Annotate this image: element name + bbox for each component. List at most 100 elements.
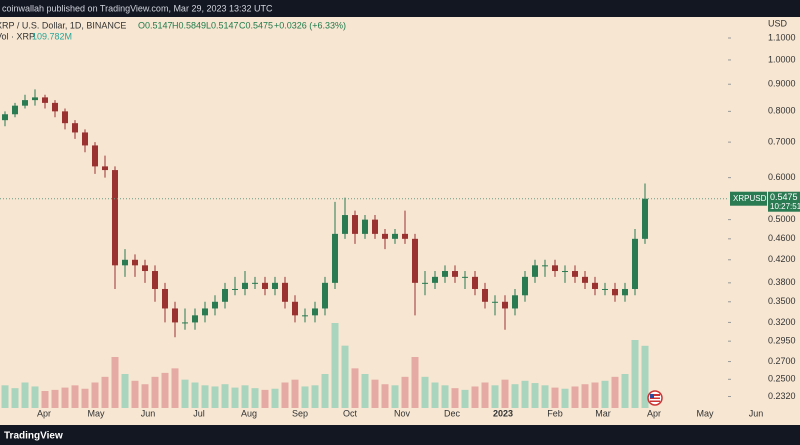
candle-body <box>242 282 248 289</box>
volume-bar <box>181 379 189 408</box>
candle-body <box>392 233 398 239</box>
volume-bar <box>21 382 29 408</box>
volume-bar <box>641 345 649 408</box>
candle-body <box>282 282 288 302</box>
volume-bar <box>371 379 379 408</box>
volume-bar <box>481 382 489 408</box>
candle-body <box>642 198 648 239</box>
candle-body <box>382 233 388 239</box>
volume-bar <box>131 380 139 408</box>
volume-bar <box>61 387 69 408</box>
volume-bar <box>221 384 229 408</box>
volume-bar <box>211 386 219 408</box>
volume-bar <box>241 385 249 408</box>
volume-bar <box>121 374 129 408</box>
candle-body <box>602 288 608 290</box>
candle-body <box>132 259 138 266</box>
candle-body <box>612 288 618 296</box>
volume-bar <box>511 384 519 408</box>
candle-body <box>82 132 88 146</box>
candle-body <box>262 282 268 289</box>
candle-body <box>312 308 318 316</box>
volume-value: 109.782M <box>32 31 72 41</box>
volume-bar <box>191 382 199 408</box>
volume-bar <box>291 379 299 408</box>
x-tick-label: May <box>87 408 105 418</box>
volume-bar <box>81 388 89 408</box>
last-price-tag <box>768 191 800 212</box>
candle-body <box>472 276 478 289</box>
x-tick-label: Nov <box>394 408 411 418</box>
candle-body <box>462 276 468 278</box>
candle-body <box>432 276 438 283</box>
x-tick-label: Dec <box>444 408 461 418</box>
candle-body <box>222 288 228 302</box>
candle-body <box>62 111 68 124</box>
candle-body <box>622 288 628 296</box>
y-unit: USD <box>768 18 788 28</box>
volume-bar <box>1 385 9 408</box>
x-tick-label: Mar <box>595 408 611 418</box>
candle-body <box>232 288 238 290</box>
volume-bar <box>391 385 399 408</box>
y-tick-label: 0.8000 <box>768 106 796 116</box>
symbol: XRP / U.S. Dollar, 1D, BINANCE <box>0 20 126 30</box>
volume-bar <box>151 376 159 408</box>
volume-bar <box>351 368 359 408</box>
volume-bar <box>271 388 279 408</box>
flag-icon <box>647 390 663 406</box>
ohlc-low: L0.5147 <box>206 20 239 30</box>
ticker: XRPUSD <box>733 194 767 203</box>
volume-bar <box>251 388 259 408</box>
y-tick-label: 0.9000 <box>768 79 796 89</box>
candle-body <box>632 238 638 289</box>
candle-body <box>512 295 518 309</box>
x-tick-label: 2023 <box>493 408 513 418</box>
y-tick-label: 0.4200 <box>768 254 796 264</box>
candle-body <box>72 123 78 133</box>
candle-body <box>542 265 548 267</box>
x-tick-label: Feb <box>547 408 563 418</box>
candle-body <box>572 271 578 277</box>
volume-bar <box>401 376 409 408</box>
volume-bar <box>31 386 39 408</box>
candle-body <box>362 219 368 234</box>
volume-bar <box>521 380 529 408</box>
volume-bar <box>301 386 309 408</box>
candle-body <box>372 219 378 234</box>
top-bar <box>0 0 800 17</box>
volume-bar <box>331 323 339 408</box>
volume-bar <box>471 386 479 408</box>
y-tick-label: 1.1000 <box>768 32 796 42</box>
volume-bar <box>491 385 499 408</box>
candle-body <box>562 271 568 273</box>
candle-body <box>552 265 558 272</box>
volume-name: Vol · XRP <box>0 31 35 41</box>
x-tick-label: Oct <box>343 408 358 418</box>
volume-bar <box>451 388 459 408</box>
candle-body <box>292 301 298 316</box>
volume-bar <box>411 357 419 408</box>
volume-bar <box>41 391 49 408</box>
candle-body <box>22 100 28 106</box>
volume-bar <box>161 372 169 408</box>
candle-body <box>342 215 348 234</box>
y-tick-label: 0.3200 <box>768 317 796 327</box>
candle-body <box>122 259 128 266</box>
candle-body <box>172 308 178 323</box>
candle-body <box>202 308 208 316</box>
candle-body <box>502 301 508 309</box>
candle-body <box>212 301 218 309</box>
volume-bar <box>341 345 349 408</box>
ohlc-open: O0.5147 <box>138 20 173 30</box>
y-tick-label: 0.2950 <box>768 336 796 346</box>
volume-bar <box>591 382 599 408</box>
candle-body <box>322 282 328 309</box>
volume-bar <box>421 376 429 408</box>
ohlc-high: H0.5849 <box>172 20 206 30</box>
ticker-tag <box>730 191 767 206</box>
candle-body <box>492 301 498 303</box>
volume-bar <box>71 385 79 408</box>
candle-body <box>302 315 308 317</box>
plot: 1.1000 1.0000 0.9000 0.8000 0.7000 0.6000 0.50… <box>0 32 800 418</box>
